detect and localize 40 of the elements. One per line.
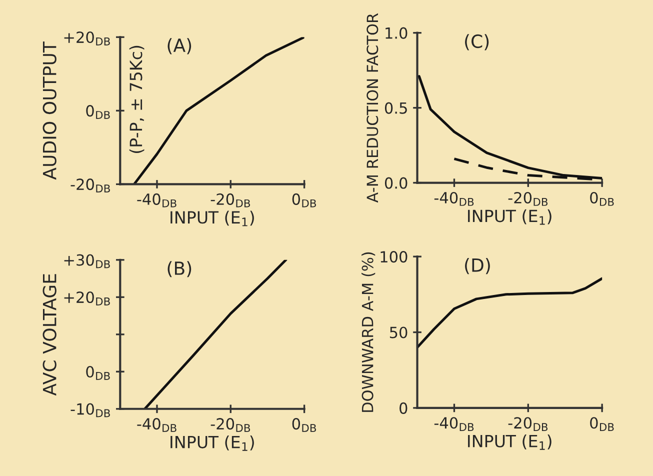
y-tick-label: -20$_{DB}$ xyxy=(70,178,110,192)
x-axis-title: INPUT (E$_{1}$) xyxy=(170,210,254,226)
y-tick-label: 100 xyxy=(380,251,408,263)
x-tick-label: -40$_{DB}$ xyxy=(434,417,474,431)
y-axis-title: AUDIO OUTPUT xyxy=(42,41,56,180)
x-tick-label: -40$_{DB}$ xyxy=(137,418,176,432)
y-tick-label: 0.5 xyxy=(384,102,407,114)
annotation: (P-P, ± 75Kc) xyxy=(129,46,144,153)
y-tick-label: -10$_{DB}$ xyxy=(70,403,110,418)
x-tick-label: -20$_{DB}$ xyxy=(210,193,250,208)
y-tick-label: 1.0 xyxy=(386,27,408,39)
x-tick-label: -40$_{DB}$ xyxy=(137,193,176,208)
y-tick-label: +20$_{DB}$ xyxy=(64,291,110,306)
x-tick-label: 0$_{DB}$ xyxy=(292,193,316,208)
y-tick-label: +20$_{DB}$ xyxy=(64,31,110,46)
y-tick-label: 50 xyxy=(390,326,408,338)
x-tick-label: 0$_{DB}$ xyxy=(292,418,316,432)
x-tick-label: 0$_{DB}$ xyxy=(590,417,614,431)
y-tick-label: 0$_{DB}$ xyxy=(86,366,110,380)
line-series xyxy=(417,277,602,349)
y-axis-title: A-M REDUCTION FACTOR xyxy=(366,13,378,203)
y-axis-title: DOWNWARD A-M (%) xyxy=(362,252,376,412)
x-tick-label: -20$_{DB}$ xyxy=(508,417,548,431)
x-tick-label: -20$_{DB}$ xyxy=(508,192,548,206)
x-tick-label: -40$_{DB}$ xyxy=(434,192,474,206)
annotation: (A) xyxy=(168,38,192,54)
y-axis-title: AVC VOLTAGE xyxy=(42,274,56,396)
x-tick-label: -20$_{DB}$ xyxy=(210,418,250,432)
y-tick-label: 0.0 xyxy=(384,177,408,189)
annotation: (D) xyxy=(465,258,490,274)
y-tick-label: +30$_{DB}$ xyxy=(64,254,110,268)
y-tick-label: 0$_{DB}$ xyxy=(86,105,110,119)
y-tick-label: 0 xyxy=(400,402,408,414)
line-series xyxy=(144,260,288,409)
x-axis-title: INPUT (E$_{1}$) xyxy=(468,434,552,450)
annotation: (B) xyxy=(168,261,192,278)
x-axis-title: INPUT (E$_{1}$) xyxy=(468,209,552,225)
annotation: (C) xyxy=(465,34,489,50)
x-tick-label: 0$_{DB}$ xyxy=(590,192,614,206)
x-axis-title: INPUT (E$_{1}$) xyxy=(170,435,254,451)
